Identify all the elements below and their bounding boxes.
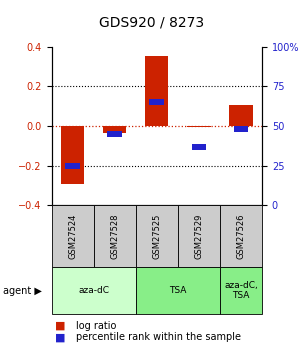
Bar [229, 105, 253, 126]
Text: GSM27525: GSM27525 [152, 214, 161, 259]
Text: GSM27529: GSM27529 [195, 214, 203, 259]
Text: aza-dC,
TSA: aza-dC, TSA [224, 281, 258, 300]
Bar [145, 56, 168, 126]
Text: percentile rank within the sample: percentile rank within the sample [76, 333, 241, 342]
Bar [103, 126, 126, 134]
Bar [107, 131, 122, 137]
Text: ■: ■ [55, 321, 65, 331]
Text: ■: ■ [55, 333, 65, 342]
Text: GSM27524: GSM27524 [68, 214, 77, 259]
Text: agent ▶: agent ▶ [3, 286, 42, 296]
Bar [61, 126, 84, 185]
Bar [149, 99, 164, 105]
Bar [234, 126, 248, 132]
Text: GDS920 / 8273: GDS920 / 8273 [99, 16, 204, 29]
Bar [191, 144, 206, 149]
Bar [187, 126, 211, 127]
Text: GSM27528: GSM27528 [110, 214, 119, 259]
Text: TSA: TSA [169, 286, 187, 295]
Bar [65, 162, 80, 169]
Text: aza-dC: aza-dC [78, 286, 109, 295]
Text: GSM27526: GSM27526 [237, 214, 245, 259]
Text: log ratio: log ratio [76, 321, 116, 331]
